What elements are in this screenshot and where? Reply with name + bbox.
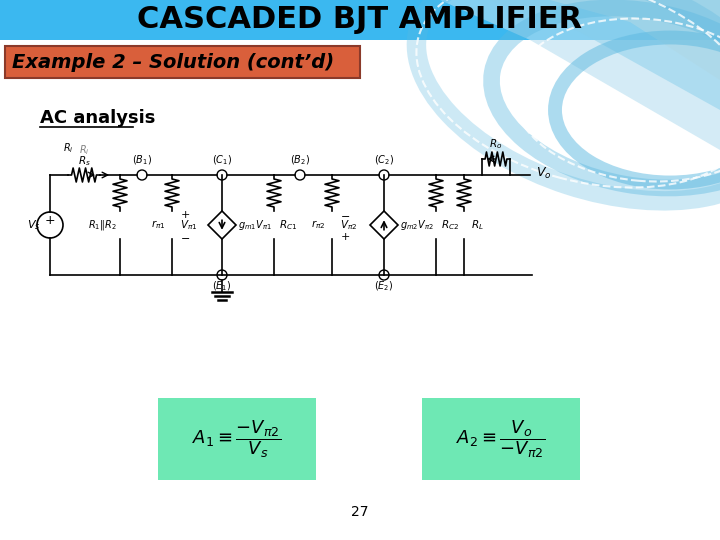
Text: AC analysis: AC analysis xyxy=(40,109,156,127)
Text: $R_{C1}$: $R_{C1}$ xyxy=(279,218,297,232)
Text: $A_1 \equiv \dfrac{-V_{\pi 2}}{V_s}$: $A_1 \equiv \dfrac{-V_{\pi 2}}{V_s}$ xyxy=(192,418,282,460)
Polygon shape xyxy=(490,0,720,110)
Text: $r_{\pi 1}$: $r_{\pi 1}$ xyxy=(150,219,166,232)
Text: $(B_2)$: $(B_2)$ xyxy=(290,153,310,167)
Text: $R_s$: $R_s$ xyxy=(78,154,91,168)
Text: $R_L$: $R_L$ xyxy=(471,218,483,232)
Text: $g_{m2}V_{\pi 2}$: $g_{m2}V_{\pi 2}$ xyxy=(400,218,434,232)
Text: $(E_1)$: $(E_1)$ xyxy=(212,279,232,293)
Text: $(B_1)$: $(B_1)$ xyxy=(132,153,152,167)
Text: $-$: $-$ xyxy=(340,210,350,220)
Polygon shape xyxy=(440,0,720,150)
Text: $+$: $+$ xyxy=(340,232,350,242)
Text: +: + xyxy=(45,214,55,227)
FancyBboxPatch shape xyxy=(158,398,316,480)
Text: $-$: $-$ xyxy=(180,232,190,242)
Text: $A_2 \equiv \dfrac{V_o}{-V_{\pi 2}}$: $A_2 \equiv \dfrac{V_o}{-V_{\pi 2}}$ xyxy=(456,418,546,460)
Circle shape xyxy=(379,270,389,280)
Text: $R_o$: $R_o$ xyxy=(490,137,503,151)
Text: $(C_1)$: $(C_1)$ xyxy=(212,153,232,167)
Text: $V_{\pi 2}$: $V_{\pi 2}$ xyxy=(340,218,357,232)
Text: 27: 27 xyxy=(351,505,369,519)
Text: CASCADED BJT AMPLIFIER: CASCADED BJT AMPLIFIER xyxy=(138,5,582,35)
Circle shape xyxy=(379,170,389,180)
Text: $R_{C2}$: $R_{C2}$ xyxy=(441,218,459,232)
FancyBboxPatch shape xyxy=(0,0,720,40)
Circle shape xyxy=(217,270,227,280)
FancyBboxPatch shape xyxy=(5,46,360,78)
Circle shape xyxy=(295,170,305,180)
Circle shape xyxy=(137,170,147,180)
Text: $g_{m1}V_{\pi 1}$: $g_{m1}V_{\pi 1}$ xyxy=(238,218,272,232)
Text: $R_i$: $R_i$ xyxy=(63,141,73,155)
Text: $(E_2)$: $(E_2)$ xyxy=(374,279,394,293)
Text: Example 2 – Solution (cont’d): Example 2 – Solution (cont’d) xyxy=(12,52,334,71)
Text: $V_{\pi 1}$: $V_{\pi 1}$ xyxy=(180,218,197,232)
Polygon shape xyxy=(550,0,720,80)
Text: $+$: $+$ xyxy=(180,210,190,220)
Text: $V_o$: $V_o$ xyxy=(536,165,552,180)
Text: $r_{\pi 2}$: $r_{\pi 2}$ xyxy=(311,219,325,232)
Circle shape xyxy=(217,170,227,180)
Text: $V_s$: $V_s$ xyxy=(27,218,41,232)
Text: $R_i$: $R_i$ xyxy=(78,143,89,157)
Text: $R_1{\|}R_2$: $R_1{\|}R_2$ xyxy=(88,218,117,232)
FancyBboxPatch shape xyxy=(422,398,580,480)
Text: $(C_2)$: $(C_2)$ xyxy=(374,153,394,167)
